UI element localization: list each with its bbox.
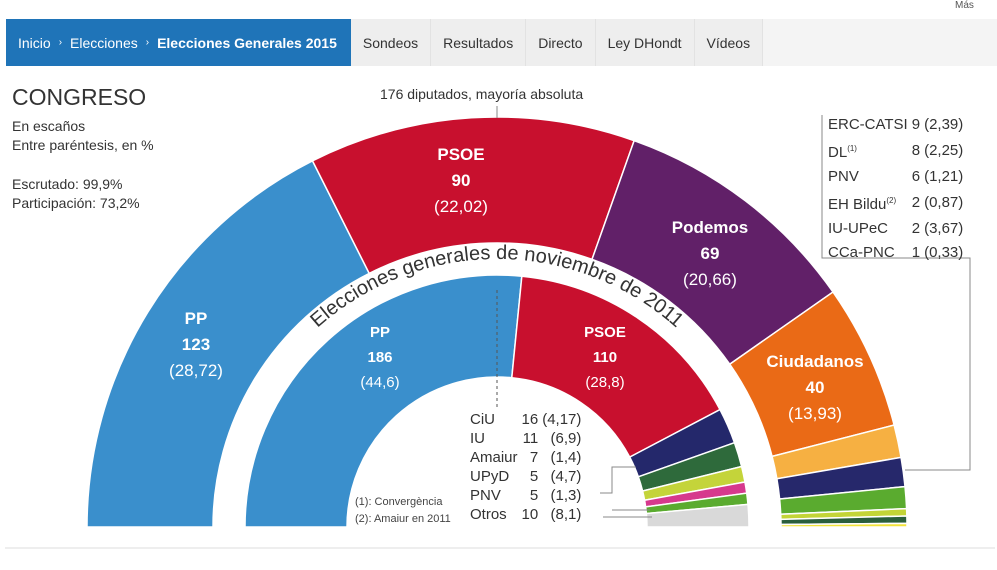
turnout: Participación: 73,2% [12,195,140,211]
label-podemos-2015: Podemos 69 (20,66) [671,218,749,289]
legend2011-bracket [600,466,636,494]
legend-row: Amaiur 7 (1,4) [470,448,585,467]
seat-count: 1 [911,244,921,261]
seat-segment-2011-otros [645,503,750,528]
vote-pct: (1,3) [550,487,582,504]
vote-pct: (0,33) [924,244,964,261]
breadcrumb-elecciones[interactable]: Elecciones [70,34,138,51]
party-name: CiU [470,411,495,428]
footnote-2: (2): Amaiur en 2011 [355,513,451,525]
seat-count: 11 [522,430,539,447]
breadcrumb: Inicio › Elecciones › Elecciones Generales… [6,19,351,66]
seat-count: 6 [911,168,921,185]
party-name: CCa-PNC [828,244,895,261]
seat-count: 9 [911,116,921,133]
vote-pct: (4,7) [550,468,582,485]
legend-row: PNV 6 (1,21) [828,165,967,189]
vote-pct: (1,21) [924,168,964,185]
tab-resultados[interactable]: Resultados [431,19,527,66]
legend-row: PNV 5 (1,3) [470,486,585,505]
footnote-1: (1): Convergència [355,496,443,508]
label-ciudadanos-2015: Ciudadanos 40 (13,93) [766,352,864,423]
vote-pct: (2,25) [924,142,964,159]
tab-directo[interactable]: Directo [526,19,596,66]
vote-pct: (0,87) [924,194,964,211]
seat-count: 7 [529,449,539,466]
party-name: Otros [470,506,507,523]
party-name: EH Bildu [828,196,887,213]
label-psoe-2015: PSOE 90 (22,02) [434,145,488,216]
scrutinized: Escrutado: 99,9% [12,176,123,192]
more-link[interactable]: Más [955,0,974,11]
chevron-right-icon: › [58,37,63,48]
seat-count: 8 [911,142,921,159]
unit-note: En escaños [12,118,86,134]
breadcrumb-inicio[interactable]: Inicio [18,34,51,51]
tab-sondeos[interactable]: Sondeos [350,19,432,66]
label-psoe-2011: PSOE 110 (28,8) [584,324,626,391]
legend-row: ERC-CATSI 9 (2,39) [828,113,967,137]
vote-pct: (2,39) [924,116,964,133]
nav-bar: Inicio › Elecciones › Elecciones Generales… [6,19,997,66]
seat-count: 10 [521,506,539,523]
seat-count: 2 [911,220,921,237]
legend-2015-minor: ERC-CATSI 9 (2,39) DL(1) 8 (2,25) PNV 6 (1,21) EH… [828,113,967,265]
tab-videos[interactable]: Vídeos [694,19,764,66]
legend-row: UPyD 5 (4,7) [470,467,585,486]
label-pp-2015: PP 123 (28,72) [169,309,223,380]
seat-count: 5 [529,487,539,504]
vote-pct: (1,4) [550,449,582,466]
seat-count: 2 [911,194,921,211]
legend-row: DL(1) 8 (2,25) [828,137,967,165]
vote-pct: (6,9) [550,430,582,447]
legend-row: IU-UPeC 2 (3,67) [828,217,967,241]
party-name: UPyD [470,468,510,485]
page-title: CONGRESO [12,84,147,110]
vote-pct: (3,67) [924,220,964,237]
majority-label: 176 diputados, mayoría absoluta [380,86,584,102]
legend-row: CiU 16 (4,17) [470,410,585,429]
seat-segment-2015-cca-pnc [780,522,908,528]
legend-row: IU 11 (6,9) [470,429,585,448]
label-pp-2011: PP 186 (44,6) [360,324,400,391]
party-name: IU-UPeC [828,220,889,237]
legend-row: Otros 10 (8,1) [470,505,585,524]
tab-ley-dhondt[interactable]: Ley DHondt [595,19,695,66]
party-name: ERC-CATSI [828,116,908,133]
party-name: DL [828,144,848,161]
legend-2011-minor: CiU 16 (4,17) IU 11 (6,9) Amaiur 7 (1,4) UPyD 5 (4,… [470,410,585,524]
party-name: Amaiur [470,449,518,466]
seat-count: 16 [521,411,539,428]
vote-pct: (4,17) [542,411,582,428]
party-name: IU [470,430,485,447]
party-name: PNV [470,487,501,504]
breadcrumb-current[interactable]: Elecciones Generales 2015 [157,34,337,51]
legend-connector [821,115,971,471]
seat-segment-2011-pp [244,274,523,528]
legend-row: EH Bildu(2) 2 (0,87) [828,189,967,217]
footnotes: (1): Convergència (2): Amaiur en 2011 [355,494,451,528]
party-name: PNV [828,168,859,185]
vote-pct: (8,1) [550,506,582,523]
paren-note: Entre paréntesis, en % [12,137,154,153]
legend-row: CCa-PNC 1 (0,33) [828,241,967,265]
seat-count: 5 [529,468,539,485]
chevron-right-icon: › [145,37,150,48]
